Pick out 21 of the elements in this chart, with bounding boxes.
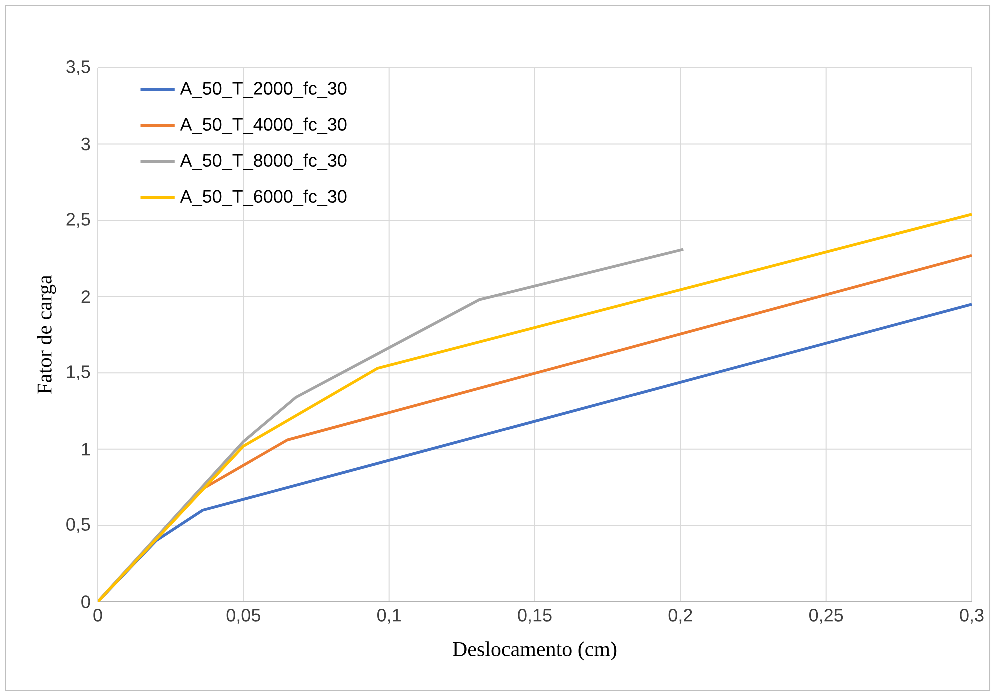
x-tick-label: 0 [94,609,102,622]
x-axis-title: Deslocamento (cm) [453,642,617,661]
legend-label: A_50_T_8000_fc_30 [180,154,347,170]
x-tick-label: 0,05 [226,609,260,624]
legend-label: A_50_T_6000_fc_30 [180,190,347,206]
y-axis-title: Fator de carga [37,275,56,394]
y-tick-label: 0 [82,596,90,608]
x-tick-label: 0,2 [668,609,692,624]
y-tick-label: 1 [82,443,90,456]
y-tick-label: 0,5 [66,518,90,534]
y-tick-label: 3 [82,138,90,151]
x-tick-label: 0,1 [378,609,401,624]
y-tick-label: 1,5 [67,366,90,380]
x-tick-label: 0,25 [810,609,844,624]
y-tick-label: 2 [82,290,90,304]
x-tick-label: 0,15 [518,609,552,624]
y-tick-label: 2,5 [66,213,90,228]
legend-label: A_50_T_4000_fc_30 [180,118,347,134]
legend-label: A_50_T_2000_fc_30 [180,82,347,98]
y-tick-label: 3,5 [66,60,90,76]
x-tick-label: 0,3 [960,609,984,624]
